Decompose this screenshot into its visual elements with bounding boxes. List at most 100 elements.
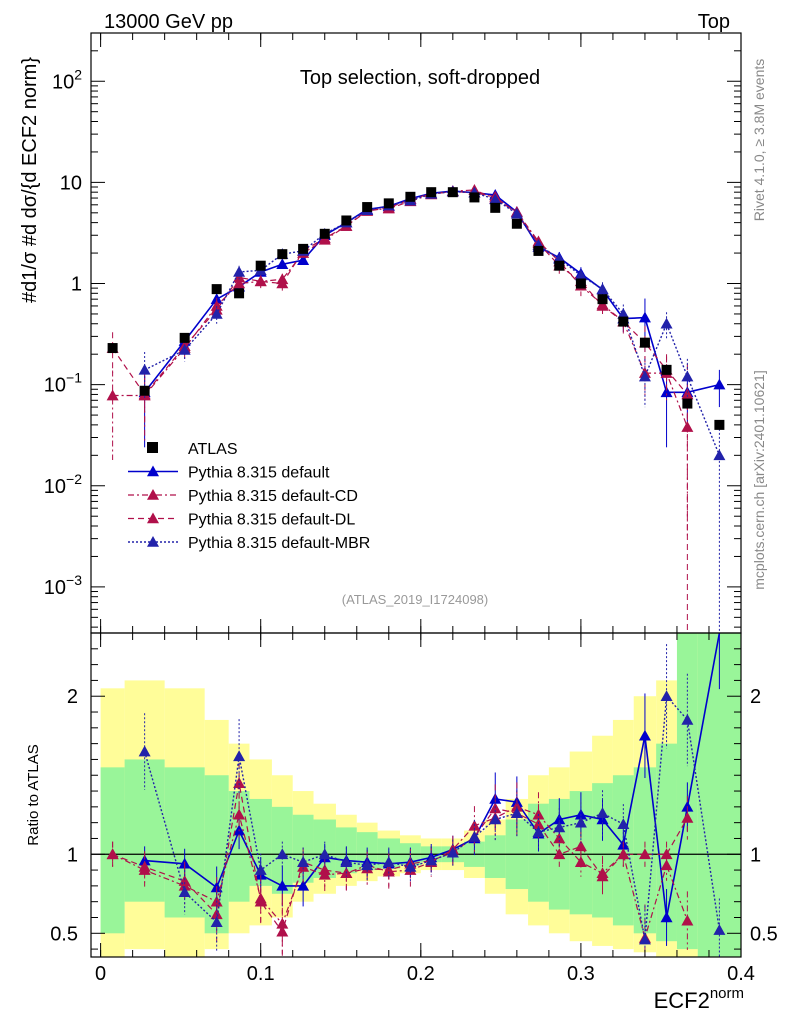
x-axis-label-sup: norm [710,985,744,1002]
ratio-marker-dl [233,777,246,788]
atlas-data-point [341,215,352,226]
atlas-data-point [469,192,480,203]
main-y-tick-label: 10−3 [44,572,82,599]
ratio-y-label: Ratio to ATLAS [25,744,42,845]
main-y-axis-label-text: #d1/σ #d dσ/{d ECF2 norm} [19,57,41,303]
ratio-marker-mbr [318,848,331,860]
main-y-tick-label: 10−1 [44,370,82,397]
ratio-marker-mbr [638,933,651,945]
header-left: 13000 GeV pp [104,11,233,33]
ratio-band-inner-bin [484,835,506,878]
legend-marker-mbr [147,536,159,547]
marker-mbr [178,344,191,355]
ratio-marker-mbr [254,864,267,875]
marker-mbr [233,265,246,277]
ratio-marker-mbr [510,807,523,818]
atlas-data-point [682,398,693,409]
ratio-marker-default [660,911,673,923]
ratio-marker-default [297,879,310,891]
atlas-data-point [554,260,565,271]
marker-mbr [510,207,523,219]
main-y-tick-exponent: −1 [66,370,82,386]
ratio-marker-dl [617,848,630,860]
ratio-marker-dl [106,848,119,860]
ratio-marker-mbr [340,856,353,867]
marker-default [276,258,289,270]
main-y-tick-base: 10 [52,71,74,93]
main-panel-series [106,184,726,633]
ratio-marker-dl [681,811,694,823]
legend-label: Pythia 8.315 default-CD [188,488,358,505]
ratio-marker-mbr [138,745,151,757]
atlas-data-point [298,243,309,254]
ratio-marker-dl [254,895,267,907]
legend-label: ATLAS [188,441,238,458]
ratio-marker-mbr [660,690,673,702]
main-y-tick-label: 10−2 [44,471,82,498]
atlas-data-point [597,294,608,305]
atlas-data-point [661,364,672,375]
main-y-tick-label: 102 [52,66,82,93]
atlas-data-point [383,198,394,209]
ratio-marker-cd [574,856,587,867]
marker-default [297,254,310,266]
ratio-y-tick-label-left: 1 [67,844,78,866]
ratio-y-tick-label-right: 2 [750,686,761,708]
marker-default [660,386,673,398]
atlas-data-point [533,245,544,256]
ratio-y-tick-label-right: 0.5 [750,923,778,945]
plot-frames [90,32,742,958]
atlas-data-point [139,385,150,396]
ratio-marker-mbr [425,854,438,866]
main-y-tick-exponent: −2 [66,471,82,487]
ratio-marker-cd [681,914,694,926]
ratio-marker-dl [596,870,609,882]
ratio-panel-frame [90,632,742,958]
marker-dl [254,275,267,287]
atlas-data-point [362,202,373,213]
ratio-marker-mbr [532,826,545,837]
atlas-data-point [618,316,629,327]
atlas-data-point [575,278,586,289]
atlas-data-point [319,228,330,239]
atlas-data-point [255,260,266,271]
atlas-data-point [234,288,245,299]
ratio-line-cd [112,806,688,941]
ratio-marker-mbr [489,813,502,825]
ratio-marker-mbr [574,816,587,828]
marker-mbr [681,370,694,382]
ratio-marker-default [553,813,566,825]
ratio-line-mbr [143,694,721,940]
legend-marker-cd [147,489,159,500]
ratio-marker-dl [660,848,673,860]
x-axis-label-main: ECF2 [654,988,710,1013]
atlas-data-point [405,191,416,202]
atlas-data-point [714,419,725,430]
marker-cd [106,389,119,401]
atlas-data-point [511,218,522,229]
main-y-tick-base: 10 [44,375,66,397]
marker-mbr [596,283,609,294]
main-y-tick-exponent: 2 [74,66,82,82]
marker-default [638,311,651,323]
marker-mbr [617,307,630,319]
x-tick-label: 0.3 [567,963,595,985]
ratio-band-inner-bin [124,759,165,902]
ratio-marker-default [638,729,651,741]
marker-mbr [713,449,726,461]
series-line-mbr [144,190,721,456]
atlas-data-point [490,202,501,213]
legend: ATLAS Pythia 8.315 default Pythia 8.315 de… [128,441,370,552]
marker-dl [276,277,289,289]
ratio-marker-mbr [446,846,459,858]
ratio-y-tick-label-right: 1 [750,844,761,866]
ratio-marker-mbr [468,830,481,842]
main-y-tick-exponent: −3 [66,572,82,588]
ratio-marker-cd [233,808,246,820]
header-right: Top [698,11,730,33]
marker-dl [596,299,609,311]
marker-mbr [638,370,651,382]
atlas-data-point [211,284,222,295]
